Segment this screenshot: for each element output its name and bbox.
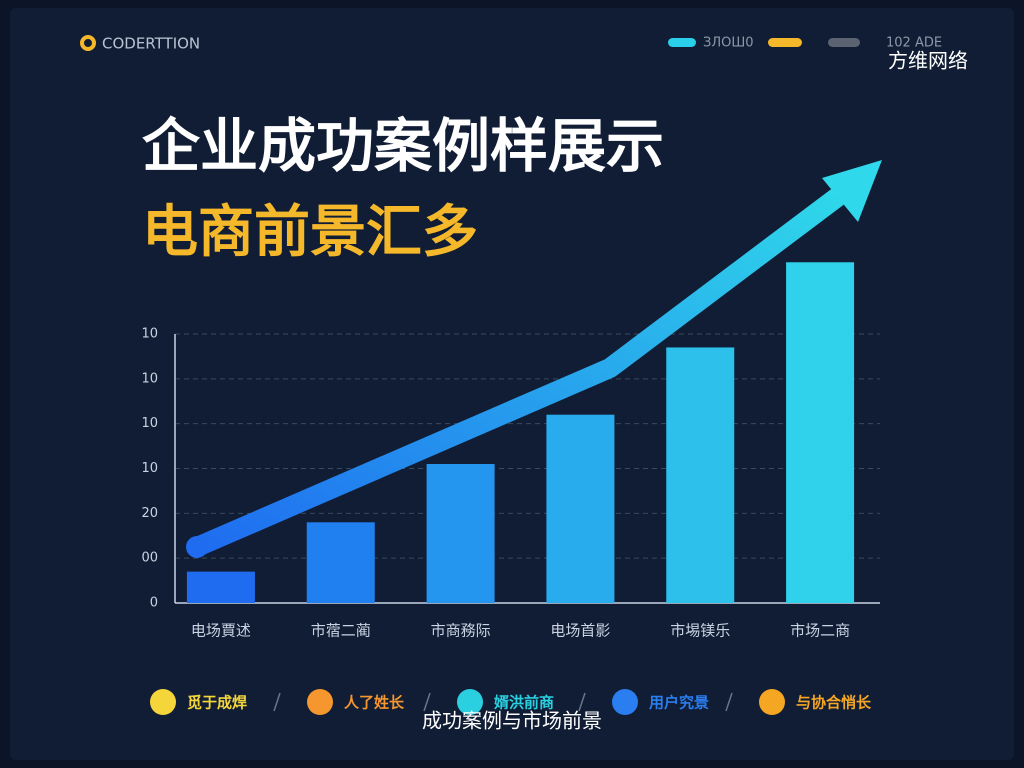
chart-subtitle: 电商前景汇多 [142,200,478,265]
legend-dot [150,689,176,715]
trend-arrow-head [822,160,882,222]
top-legend-swatch [668,38,696,47]
legend-label: 用户究景 [649,694,709,712]
x-tick-label: 市场二商 [790,622,850,640]
legend-separator [725,692,733,712]
legend-label: 觅于成焊 [187,694,247,712]
x-tick-label: 电场賈述 [191,622,251,640]
chart-title: 企业成功案例样展示 [142,112,664,180]
trend-arrow [187,185,850,557]
legend-dot [612,689,638,715]
legend-label: 婿洪前商 [494,694,554,712]
bar [666,347,735,603]
bar [306,522,375,603]
x-tick-label: 电场首影 [550,622,610,640]
bar [426,464,495,603]
bar [546,414,615,603]
legend-separator [423,692,431,712]
brand: CODERTTION [102,35,200,53]
brand-icon [80,35,96,51]
top-legend-swatch [828,38,860,47]
y-tick-label: 10 [141,371,158,386]
bar [186,571,255,603]
legend-separator [578,692,586,712]
y-tick-label: 00 [141,551,158,566]
y-tick-label: 20 [141,506,158,521]
x-tick-label: 市蓿二蔺 [311,622,371,640]
legend-dot [307,689,333,715]
caption: 成功案例与市场前景 [422,709,602,733]
legend-separator [273,692,281,712]
top-legend-label: 102 ADE [886,36,942,51]
bar [786,262,855,603]
legend-label: 人了姓长 [344,694,405,712]
trend-arrow-start [186,536,208,558]
top-legend-label: ЗЛОШ0 [703,36,754,51]
top-legend-swatch [768,38,802,47]
x-tick-label: 市商務际 [431,622,491,640]
y-tick-label: 10 [141,327,158,342]
y-tick-label: 0 [150,596,158,611]
watermark: 方维网络 [888,49,968,73]
x-tick-label: 市埸镁乐 [670,622,730,640]
legend-dot [457,689,483,715]
y-tick-label: 10 [141,416,158,431]
y-tick-label: 10 [141,461,158,476]
legend-label: 与协合悄长 [796,694,872,712]
legend-dot [759,689,785,715]
panel [10,8,1014,760]
